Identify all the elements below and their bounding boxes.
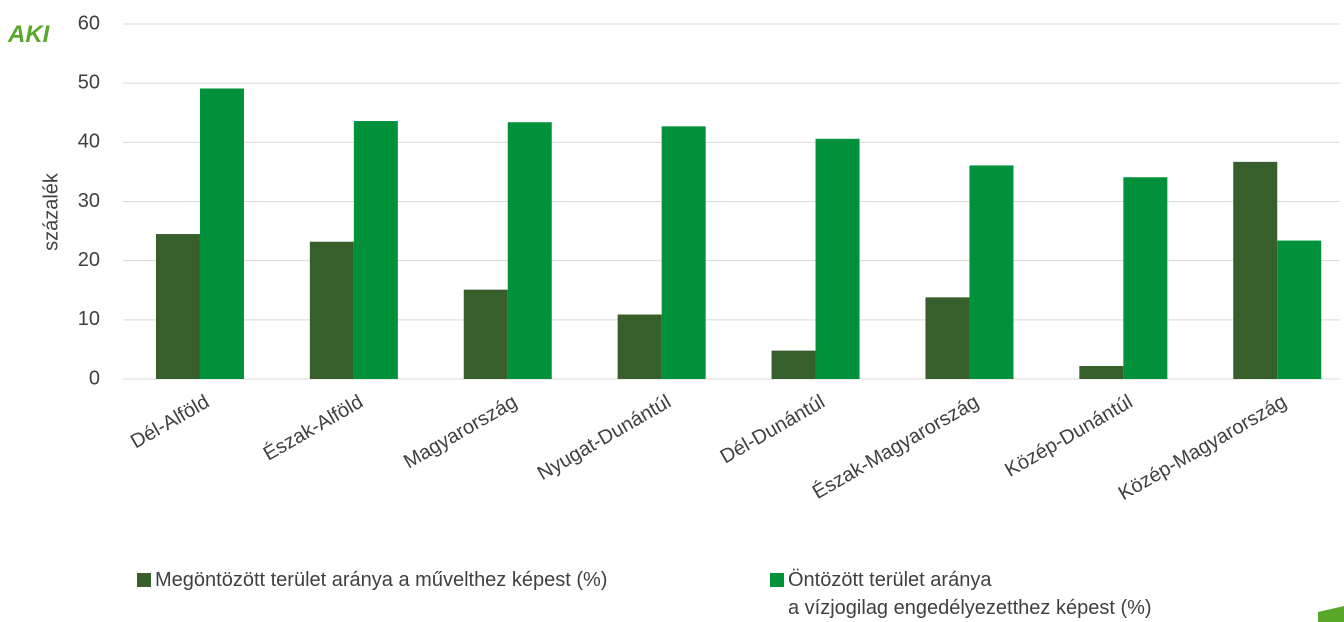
x-tick-label: Észak-Magyarország	[808, 390, 982, 504]
x-tick-label: Magyarország	[400, 391, 521, 473]
x-tick-label: Észak-Alföld	[259, 390, 367, 465]
y-tick-label: 30	[78, 190, 100, 212]
legend-label: Megöntözött terület aránya a művelthez k…	[155, 569, 608, 591]
legend-label: Öntözött terület aránya a vízjogilag eng…	[788, 569, 1152, 619]
bar	[1123, 177, 1168, 379]
x-tick-label: Dél-Dunántúl	[717, 391, 829, 468]
bar	[155, 234, 200, 379]
y-tick-label: 40	[78, 131, 100, 153]
y-tick-label: 20	[78, 249, 100, 271]
legend-swatch	[770, 573, 784, 587]
x-tick-label: Nyugat-Dunántúl	[534, 391, 675, 485]
y-tick-label: 50	[78, 71, 100, 93]
bar	[1277, 240, 1322, 379]
bar	[617, 314, 662, 379]
logo: AKI	[7, 21, 51, 48]
x-tick-label: Dél-Alföld	[127, 391, 213, 453]
y-tick-label: 0	[89, 367, 100, 389]
x-tick-label: Közép-Magyarország	[1115, 391, 1291, 505]
bar	[925, 297, 970, 379]
bar	[463, 289, 508, 379]
y-axis-label: százalék	[40, 172, 62, 251]
x-tick-label: Közép-Dunántúl	[1001, 391, 1136, 482]
bar	[309, 241, 354, 379]
legend-entry: Megöntözött terület aránya a művelthez k…	[137, 566, 607, 594]
y-tick-label: 60	[78, 12, 100, 34]
legend-entry: Öntözött terület aránya a vízjogilag eng…	[770, 566, 1152, 622]
bar	[661, 126, 706, 379]
bar	[1079, 365, 1124, 379]
bar	[353, 121, 398, 380]
legend-swatch	[137, 573, 151, 587]
bar	[1233, 161, 1278, 379]
bar	[815, 138, 860, 379]
bar	[199, 88, 244, 379]
y-tick-label: 10	[78, 308, 100, 330]
bar	[507, 122, 552, 379]
logo-corner	[1318, 606, 1344, 622]
bar	[969, 165, 1014, 379]
bar	[771, 350, 816, 379]
